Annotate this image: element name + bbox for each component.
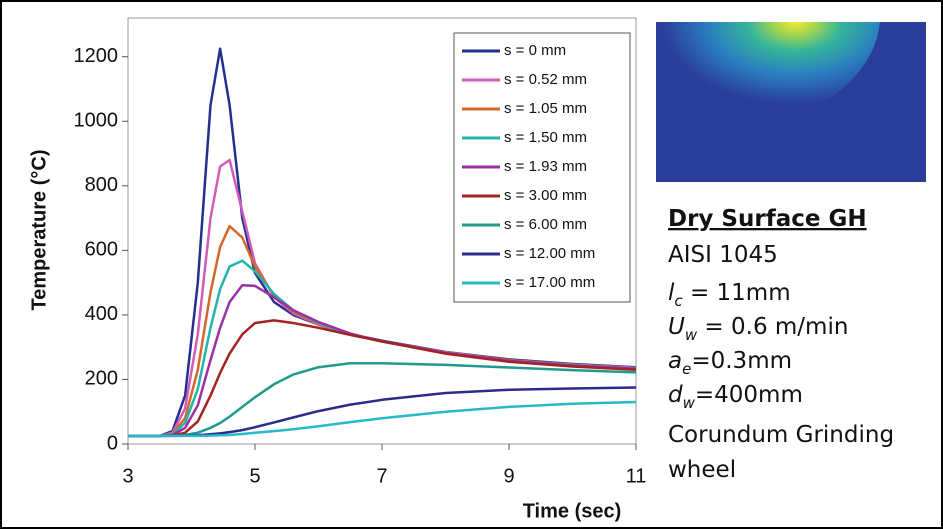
wheel-text: Corundum Grinding: [668, 422, 894, 448]
parameter: lc = 11mm: [668, 280, 791, 310]
param-value: =0.3mm: [691, 348, 792, 374]
y-tick-label: 1000: [74, 110, 119, 132]
param-subscript: c: [674, 292, 683, 310]
x-tick-label: 5: [249, 465, 260, 487]
x-tick-label: 7: [376, 465, 387, 487]
x-tick-label: 11: [626, 465, 647, 487]
param-value: = 11mm: [683, 280, 791, 306]
x-tick-label: 9: [503, 465, 514, 487]
y-axis-label: Temperature (°C): [28, 150, 50, 311]
y-tick-label: 0: [107, 432, 118, 454]
series-line: [128, 319, 637, 438]
parameter: Uw = 0.6 m/min: [668, 314, 848, 344]
legend-label: s = 0.52 mm: [504, 71, 587, 88]
param-symbol: a: [668, 348, 682, 374]
y-tick-label: 600: [85, 239, 118, 261]
legend-label: s = 6.00 mm: [504, 216, 587, 233]
param-subscript: e: [682, 360, 691, 378]
param-value: =400mm: [695, 382, 803, 408]
legend-label: s = 17.00 mm: [504, 274, 595, 291]
wheel-text: wheel: [668, 457, 736, 483]
side-heading: Dry Surface GH: [668, 206, 867, 232]
parameter: ae=0.3mm: [668, 348, 792, 378]
y-tick-label: 400: [85, 303, 118, 325]
param-symbol: d: [668, 382, 683, 408]
legend-label: s = 1.50 mm: [504, 129, 587, 146]
param-subscript: w: [685, 326, 698, 344]
param-symbol: l: [668, 280, 675, 306]
legend-label: s = 3.00 mm: [504, 187, 587, 204]
legend-label: s = 12.00 mm: [504, 245, 595, 262]
param-value: = 0.6 m/min: [697, 314, 848, 340]
legend-label: s = 1.93 mm: [504, 158, 587, 175]
x-axis-label: Time (sec): [523, 500, 622, 522]
legend-label: s = 0 mm: [504, 42, 566, 59]
heatmap: [656, 22, 880, 160]
x-tick-label: 3: [122, 465, 133, 487]
legend-label: s = 1.05 mm: [504, 100, 587, 117]
series-line: [128, 400, 637, 438]
material: AISI 1045: [668, 242, 778, 268]
param-subscript: w: [683, 394, 696, 412]
param-symbol: U: [668, 314, 685, 340]
y-tick-label: 1200: [74, 45, 119, 67]
y-tick-label: 800: [85, 174, 118, 196]
parameter: dw=400mm: [668, 382, 803, 412]
y-tick-label: 200: [85, 368, 118, 390]
